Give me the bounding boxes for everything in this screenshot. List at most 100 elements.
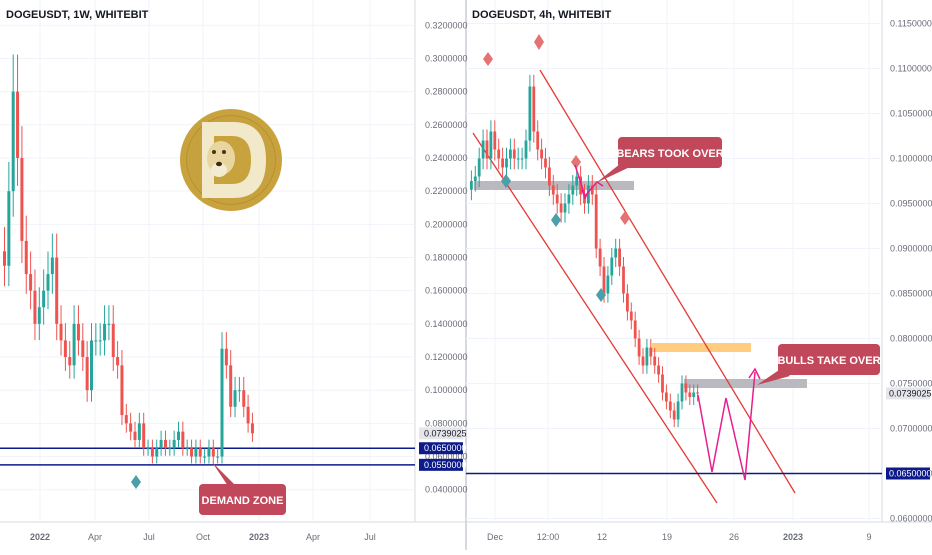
teal-marker-2 [551,213,561,227]
right-panel-bg [466,0,932,550]
left-candles [3,54,254,464]
left-candle-body [155,448,159,457]
right-candle-body [598,248,602,267]
left-candle-body [68,357,72,366]
left-candle-body [42,290,46,308]
bears-callout: BEARS TOOK OVER [596,137,724,183]
left-y-tick-label: 0.1800000 [425,253,468,263]
left-candle-body [207,448,211,457]
left-y-tick-label: 0.0600000 [425,452,468,462]
left-candle-body [137,423,141,440]
right-candle-body [641,356,645,366]
left-candle-body [129,423,133,432]
price-zone [652,343,751,352]
left-candle-body [85,357,89,391]
left-candle-body [194,448,198,457]
right-candle-body [497,149,501,159]
left-candle-body [250,423,254,434]
left-candle-body [33,290,37,324]
right-candle-body [587,185,590,204]
right-y-tick-label: 0.1100000 [890,64,932,74]
left-candle-body [237,390,241,392]
mid-marker-red [571,155,581,169]
left-candle-body [124,415,128,424]
left-candle-body [233,390,237,407]
left-y-tick-label: 0.0400000 [425,485,468,495]
left-candle-body [216,456,220,458]
right-x-tick-label: 2023 [783,532,803,542]
right-candle-body [528,86,532,141]
left-y-tick-label: 0.2800000 [425,87,468,97]
left-y-tick-label: 0.0800000 [425,418,468,428]
left-candle-body [63,340,67,358]
left-x-tick-label: Apr [88,532,102,542]
right-candle-body [668,401,672,411]
left-y-axis: 0.3200000 0.3000000 0.2800000 0.2600000 0.24… [425,20,468,494]
left-candle-body [177,431,180,440]
right-candle-body [532,86,536,132]
left-y-tick-label: 0.1200000 [425,352,468,362]
right-x-tick-label: 12 [597,532,607,542]
left-current-price-tag: 0.0739025 [424,428,467,438]
lower-marker-red [620,211,630,225]
right-y-tick-label: 0.1000000 [890,154,932,164]
right-chart-title: DOGEUSDT, 4h, WHITEBIT [472,9,612,21]
right-x-tick-label: 12:00 [537,532,560,542]
right-x-tick-label: 9 [866,532,871,542]
teal-marker-1 [501,174,511,188]
left-x-tick-label: Apr [306,532,320,542]
right-candle-body [676,401,680,420]
left-low-marker [131,475,141,489]
left-candle-body [133,431,137,440]
left-candle-body [16,91,20,158]
right-y-tick-label: 0.0900000 [890,244,932,254]
left-candle-body [181,431,185,449]
right-candle-body [470,181,473,190]
left-y-tick-label: 0.1400000 [425,319,468,329]
right-candle-body [618,248,621,267]
bulls-callout: BULLS TAKE OVER [757,344,881,385]
right-candle-body [684,383,688,393]
right-x-axis: Dec 12:00 12 19 26 2023 9 [487,532,872,542]
right-candle-body [540,149,543,159]
right-candle-body [649,347,653,357]
right-candle-body [696,392,699,394]
left-candle-body [55,257,59,324]
right-candle-body [473,176,477,181]
top-marker-2 [534,34,544,50]
left-candle-body [3,251,6,266]
left-y-tick-label: 0.2200000 [425,186,468,196]
right-candle-body [629,311,633,321]
left-candle-body [172,439,176,449]
right-candle-body [481,140,485,159]
channel-upper-line [539,69,796,494]
left-grid [0,0,415,522]
right-candle-body [622,266,625,294]
channel-lower-line [472,132,718,504]
left-upper-line-tag: 0.0650000 [424,443,467,453]
right-candle-body [516,158,520,160]
left-candle-body [159,439,163,449]
left-x-axis: 2022 Apr Jul Oct 2023 Apr Jul [30,532,376,542]
right-candle-body [688,392,692,397]
left-candle-body [229,365,233,407]
left-y-tick-label: 0.2400000 [425,153,468,163]
right-candle-body [548,167,551,186]
left-candle-body [185,448,189,450]
right-candle-body [575,176,579,186]
right-candle-body [590,185,594,195]
projection-arrows [574,164,761,481]
right-y-tick-label: 0.0700000 [890,424,932,434]
right-candle-body [555,194,559,204]
right-candle-body [509,149,512,159]
right-candle-body [610,257,614,276]
left-candle-body [111,323,115,358]
left-candle-body [190,448,194,457]
right-candle-body [579,176,582,195]
left-y-tick-label: 0.3000000 [425,53,468,63]
left-candle-body [150,448,154,457]
left-candle-body [7,191,11,266]
right-candle-body [551,185,555,195]
left-y-tick-label: 0.3200000 [425,20,468,30]
